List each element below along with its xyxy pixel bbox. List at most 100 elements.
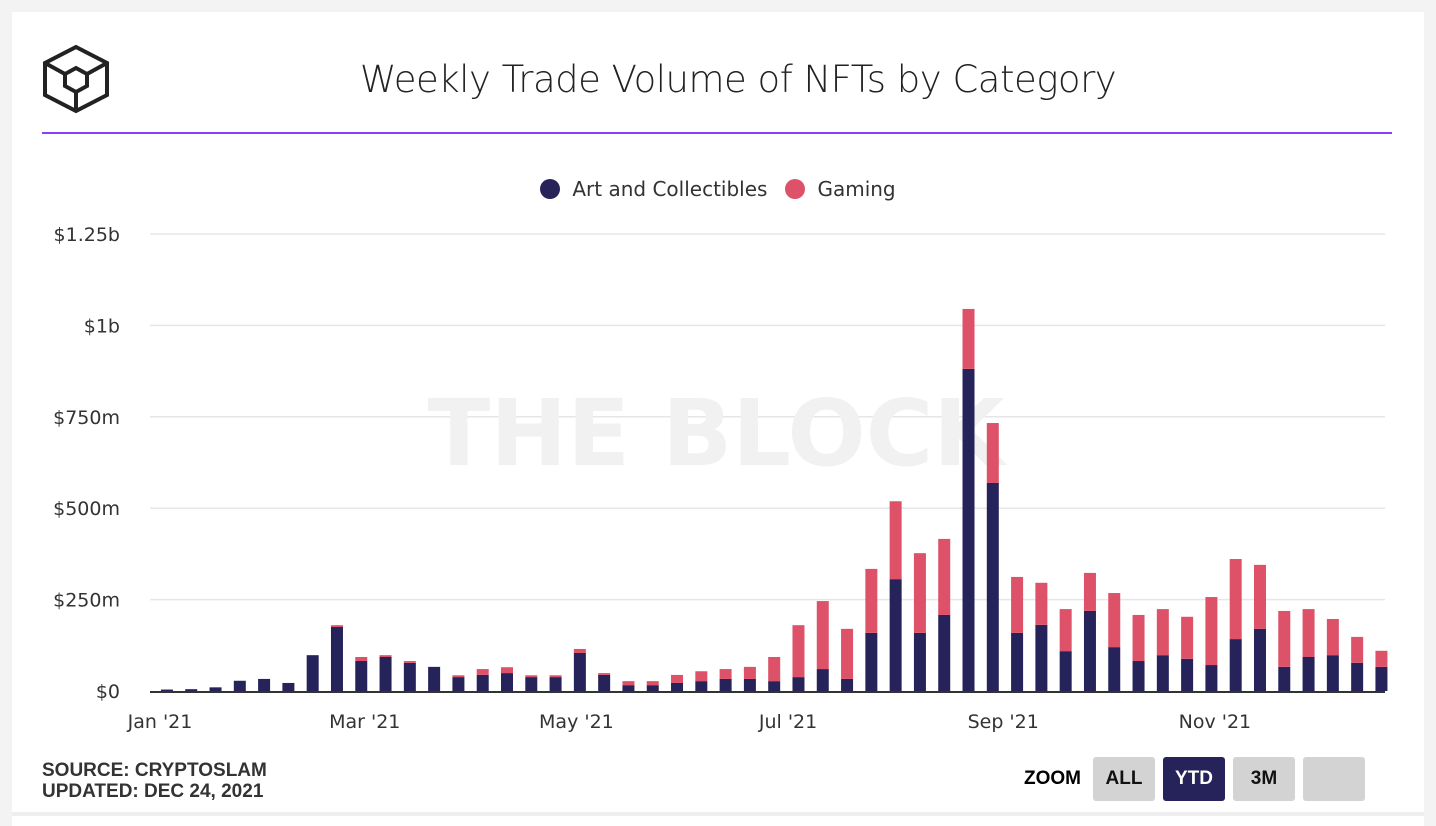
bar-art xyxy=(1229,639,1242,691)
source-text: SOURCE: CRYPTOSLAM xyxy=(42,760,267,781)
bar-art xyxy=(1326,655,1339,691)
bar-art xyxy=(306,655,319,691)
y-tick-label: $1.25b xyxy=(54,224,120,246)
zoom-ytd-button[interactable]: YTD xyxy=(1163,757,1225,801)
legend-label: Gaming xyxy=(817,177,896,201)
bar-art xyxy=(501,673,513,691)
legend-item-art[interactable]: Art and Collectibles xyxy=(540,177,767,201)
updated-text: UPDATED: DEC 24, 2021 xyxy=(42,781,264,802)
zoom-controls: ZOOM ALL YTD 3M xyxy=(1024,757,1365,801)
bar-gaming xyxy=(1132,614,1145,662)
bar-art xyxy=(768,681,781,691)
bar-gaming xyxy=(743,666,756,679)
bar-art xyxy=(986,482,999,691)
bar-gaming xyxy=(1375,650,1388,667)
the-block-logo-icon xyxy=(43,44,109,114)
y-tick-label: $500m xyxy=(53,498,120,520)
bar-art xyxy=(233,680,246,691)
bottom-panel xyxy=(12,812,1424,826)
bar-gaming xyxy=(1059,609,1072,652)
bar-gaming xyxy=(768,656,781,682)
y-tick-label: $750m xyxy=(53,407,120,429)
bar-art xyxy=(962,368,975,691)
bar-art xyxy=(792,677,805,691)
bar-art xyxy=(1302,656,1315,691)
bar-art xyxy=(598,674,611,691)
bar-gaming xyxy=(379,655,392,657)
legend-dot-icon xyxy=(540,179,561,199)
bar-art xyxy=(865,632,878,691)
bar-art xyxy=(938,614,951,691)
bar-art xyxy=(379,656,392,691)
zoom-all-button[interactable]: ALL xyxy=(1093,757,1155,801)
bar-gaming xyxy=(1326,618,1339,656)
x-tick-label: Nov '21 xyxy=(1179,711,1252,733)
footer: SOURCE: CRYPTOSLAM UPDATED: DEC 24, 2021 xyxy=(42,760,267,802)
bar-gaming xyxy=(646,681,659,686)
x-tick-label: Sep '21 xyxy=(968,711,1039,733)
bar-art xyxy=(1181,658,1194,691)
bar-art xyxy=(816,669,829,691)
bar-art xyxy=(841,678,854,691)
bar-gaming xyxy=(1205,597,1218,666)
zoom-label: ZOOM xyxy=(1024,768,1081,789)
bar-gaming xyxy=(598,673,611,675)
bar-gaming xyxy=(160,689,173,690)
bar-chart: $0 $250m $500m $750m $1b $1.25b THE BLOCK Jan '… xyxy=(53,224,1388,733)
bar-art xyxy=(1132,661,1145,691)
bar-gaming xyxy=(1229,559,1242,640)
bar-art xyxy=(719,678,732,691)
bar-gaming xyxy=(452,675,465,678)
bar-art xyxy=(1059,651,1072,691)
bar-gaming xyxy=(501,667,513,674)
bar-art xyxy=(1108,647,1121,691)
bar-art xyxy=(1278,666,1291,691)
bar-art xyxy=(452,677,465,691)
bar-art xyxy=(671,682,684,691)
bar-art xyxy=(160,689,173,691)
x-tick-label: Jul '21 xyxy=(758,711,817,733)
bar-gaming xyxy=(1253,564,1266,629)
bar-gaming xyxy=(695,671,708,682)
watermark: THE BLOCK xyxy=(427,380,1008,487)
bar-gaming xyxy=(1181,616,1194,659)
bar-art xyxy=(282,682,295,691)
bar-gaming xyxy=(865,568,878,633)
zoom-blank-button[interactable] xyxy=(1303,757,1365,801)
bar-gaming xyxy=(525,675,538,678)
bar-gaming xyxy=(1035,582,1048,625)
bar-gaming xyxy=(913,553,926,633)
x-tick-label: Jan '21 xyxy=(127,711,193,733)
bar-gaming xyxy=(549,675,562,678)
bar-gaming xyxy=(792,625,805,678)
bar-art xyxy=(913,632,926,691)
x-tick-label: May '21 xyxy=(539,711,614,733)
bar-art xyxy=(330,627,343,691)
bar-gaming xyxy=(573,648,586,653)
bar-gaming xyxy=(938,538,951,615)
bar-art xyxy=(743,678,756,691)
bar-art xyxy=(1083,610,1096,691)
bar-art xyxy=(209,687,222,691)
bar-gaming xyxy=(986,423,999,483)
bar-gaming xyxy=(1083,572,1096,611)
zoom-3m-button[interactable]: 3M xyxy=(1233,757,1295,801)
bar-gaming xyxy=(841,628,854,679)
bar-art xyxy=(695,681,708,691)
y-tick-label: $250m xyxy=(53,590,120,612)
bar-gaming xyxy=(355,656,368,662)
bar-art xyxy=(1156,655,1169,691)
bar-gaming xyxy=(1108,593,1121,648)
bar-art xyxy=(573,652,586,691)
bar-gaming xyxy=(330,625,343,628)
bar-art xyxy=(1035,624,1048,691)
bar-gaming xyxy=(816,601,829,670)
legend: Art and Collectibles Gaming xyxy=(0,177,1436,201)
bar-art xyxy=(403,662,416,691)
bar-art xyxy=(525,677,538,691)
bar-art xyxy=(258,678,271,691)
legend-item-gaming[interactable]: Gaming xyxy=(785,177,896,201)
bar-gaming xyxy=(671,674,684,683)
bar-gaming xyxy=(1156,609,1169,656)
bar-gaming xyxy=(1351,636,1364,663)
